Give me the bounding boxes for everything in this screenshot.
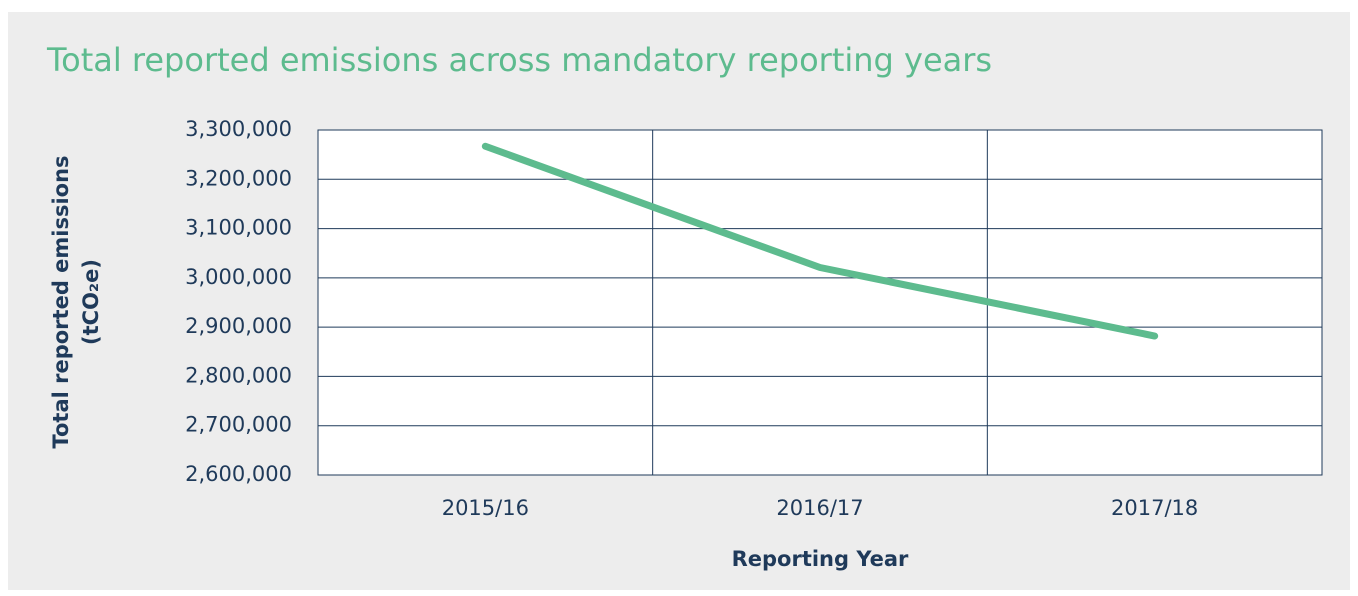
y-tick-label: 3,100,000 <box>185 216 292 240</box>
y-tick-label: 3,200,000 <box>185 166 292 190</box>
x-tick-label: 2015/16 <box>442 496 529 520</box>
data-line <box>481 142 1159 340</box>
y-tick-label: 3,300,000 <box>185 117 292 141</box>
y-tick-label: 3,000,000 <box>185 265 292 289</box>
y-tick-label: 2,700,000 <box>185 413 292 437</box>
y-tick-label: 2,900,000 <box>185 314 292 338</box>
y-axis-label: (tCO₂e) <box>79 259 103 345</box>
y-tick-label: 2,600,000 <box>185 462 292 486</box>
x-tick-label: 2016/17 <box>776 496 863 520</box>
x-tick-label: 2017/18 <box>1111 496 1198 520</box>
y-tick-label: 2,800,000 <box>185 363 292 387</box>
x-axis-label: Reporting Year <box>732 547 909 571</box>
chart-title: Total reported emissions across mandator… <box>46 41 992 79</box>
plot-area <box>317 129 1323 476</box>
y-axis-label: Total reported emissions <box>49 155 73 448</box>
